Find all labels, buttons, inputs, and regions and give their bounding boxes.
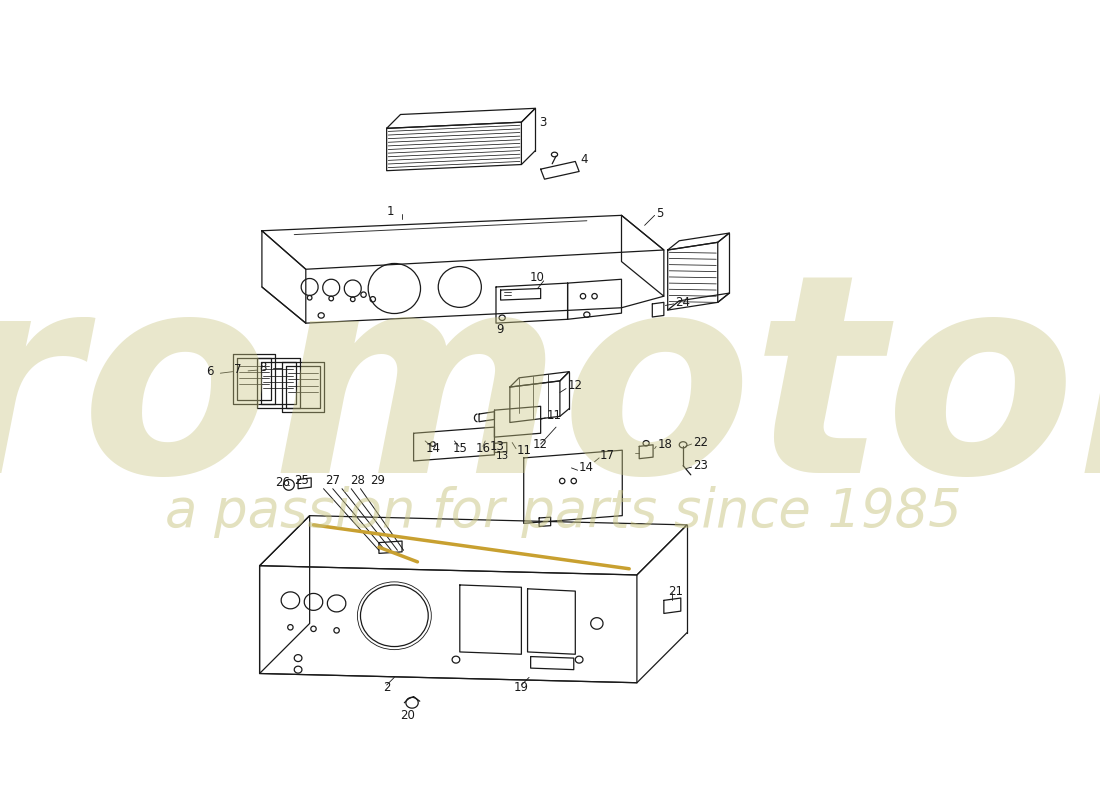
Text: 9: 9: [496, 323, 504, 336]
Text: 25: 25: [295, 474, 309, 487]
Text: 12: 12: [534, 438, 548, 451]
Text: 2: 2: [383, 681, 390, 694]
Text: euromotores: euromotores: [0, 262, 1100, 531]
Text: 24: 24: [675, 296, 691, 309]
Text: 10: 10: [530, 271, 544, 284]
Text: 17: 17: [600, 449, 615, 462]
Text: 20: 20: [400, 709, 416, 722]
Text: 14: 14: [580, 462, 594, 474]
Text: 4: 4: [581, 153, 589, 166]
Text: 22: 22: [693, 436, 708, 449]
Text: 14: 14: [426, 442, 440, 455]
Text: 26: 26: [275, 476, 290, 489]
Text: 8: 8: [260, 361, 267, 374]
Text: 16: 16: [476, 442, 492, 455]
Text: 6: 6: [206, 365, 213, 378]
Text: 3: 3: [539, 116, 547, 129]
Text: 7: 7: [234, 363, 242, 376]
Text: 12: 12: [568, 379, 583, 392]
Text: 13: 13: [496, 451, 509, 462]
Text: 11: 11: [547, 409, 562, 422]
Text: 15: 15: [452, 442, 468, 455]
Text: 1: 1: [387, 205, 394, 218]
Text: 13: 13: [491, 440, 505, 453]
Text: 27: 27: [326, 474, 340, 487]
Text: 29: 29: [370, 474, 385, 487]
Text: 18: 18: [658, 438, 672, 450]
Text: 21: 21: [668, 585, 683, 598]
Text: 28: 28: [350, 474, 364, 487]
Text: 5: 5: [656, 206, 663, 219]
Text: 23: 23: [693, 459, 708, 472]
Text: 11: 11: [517, 445, 531, 458]
Text: 19: 19: [514, 681, 529, 694]
Text: a passion for parts since 1985: a passion for parts since 1985: [165, 486, 962, 538]
